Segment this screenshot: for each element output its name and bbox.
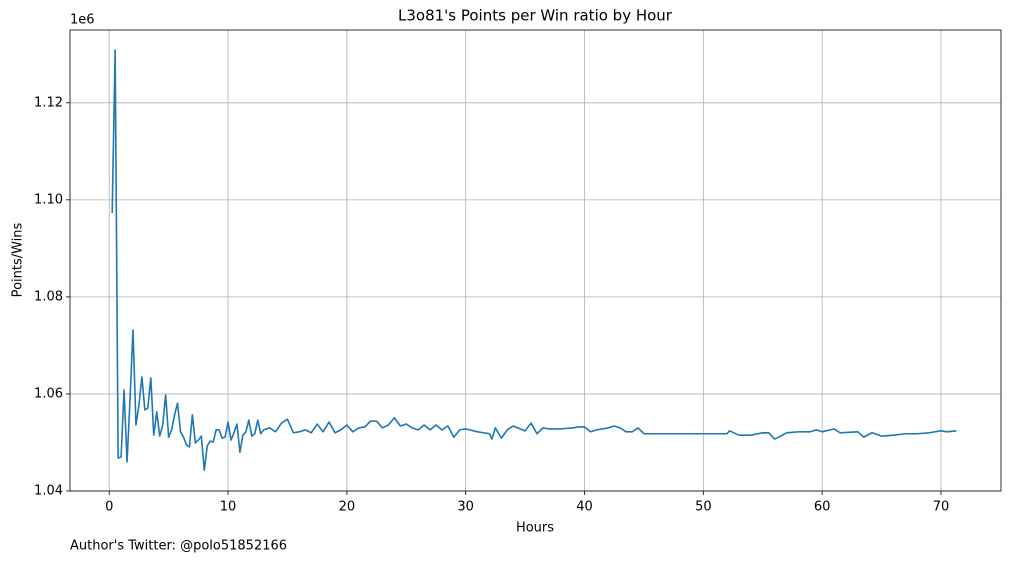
x-tick-label: 20 [339, 500, 356, 515]
y-tick-label: 1.10 [34, 192, 63, 207]
x-tick-label: 0 [105, 500, 113, 515]
x-tick-label: 10 [220, 500, 237, 515]
y-tick-label: 1.04 [34, 484, 63, 499]
plot-frame [69, 29, 1002, 492]
y-axis-label: Points/Wins [11, 222, 26, 297]
y-tick-label: 1.12 [34, 95, 63, 110]
data-line [111, 49, 957, 471]
x-tick-label: 70 [933, 500, 950, 515]
y-tick-label: 1.08 [34, 289, 63, 304]
y-offset-label: 1e6 [70, 13, 95, 28]
annotation: Author's Twitter: @polo51852166 [70, 539, 287, 554]
x-axis-label: Hours [516, 521, 554, 536]
chart-title: L3o81's Points per Win ratio by Hour [398, 7, 673, 25]
x-tick-label: 50 [695, 500, 712, 515]
x-tick-label: 30 [457, 500, 474, 515]
y-tick-label: 1.06 [34, 386, 63, 401]
x-tick-label: 60 [814, 500, 831, 515]
x-tick-label: 40 [576, 500, 593, 515]
